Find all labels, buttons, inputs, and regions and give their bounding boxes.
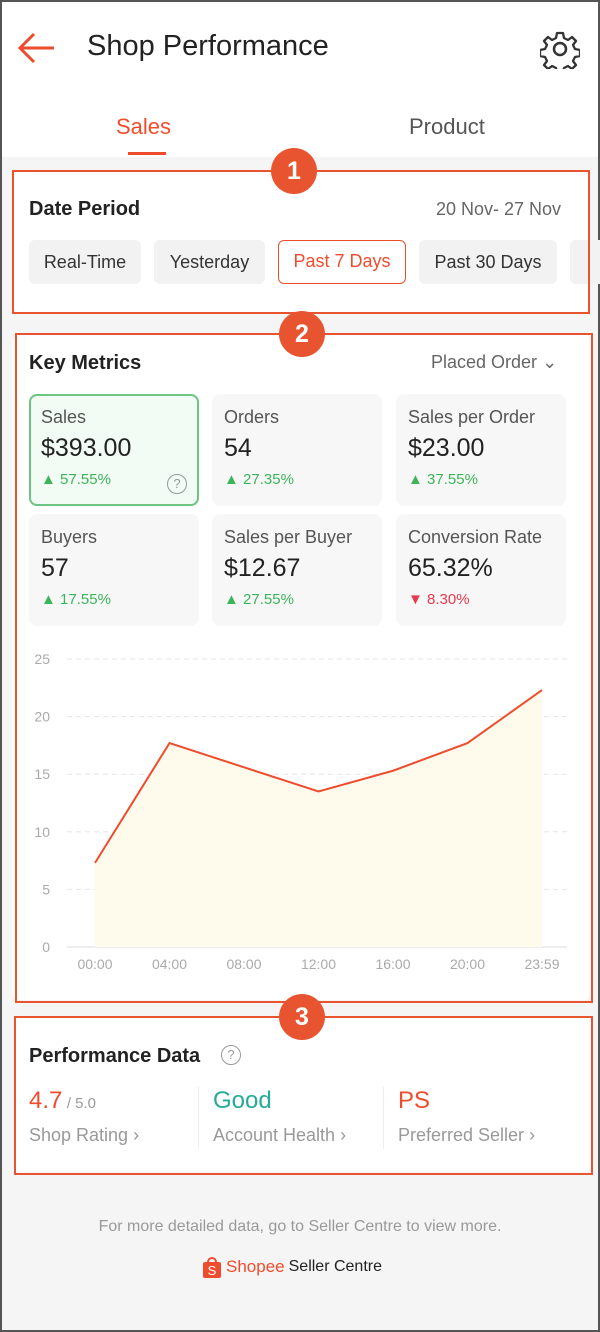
metric-label: Buyers [41, 527, 98, 547]
performance-card [14, 1016, 592, 1172]
triangle-up-icon: ▲ [224, 591, 239, 608]
chip-yesterday[interactable]: Yesterday [154, 240, 265, 284]
metric-change-value: 8.30% [427, 591, 470, 608]
x-tick-label: 00:00 [77, 956, 112, 972]
metric-card[interactable]: Sales per Buyer $12.67 ▲ 27.55% [212, 514, 382, 626]
metric-change-value: 27.55% [243, 591, 294, 608]
triangle-down-icon: ▼ [408, 591, 423, 608]
x-tick-label: 08:00 [226, 956, 261, 972]
x-tick-label: 23:59 [524, 956, 559, 972]
metric-change: ▲ 37.55% [408, 471, 554, 488]
metric-value: 65.32% [408, 554, 493, 582]
x-tick-label: 16:00 [375, 956, 410, 972]
metric-change: ▲ 57.55% [41, 471, 187, 488]
performance-label: Shop Rating [29, 1125, 129, 1145]
svg-text:S: S [208, 1263, 217, 1278]
performance-item[interactable]: 4.7 / 5.0 Shop Rating › [29, 1087, 139, 1146]
dropdown-label: Placed Order [431, 352, 538, 372]
y-tick-label: 15 [34, 766, 50, 782]
metric-label: Orders [224, 407, 280, 427]
footer-text: For more detailed data, go to Seller Cen… [98, 1218, 502, 1235]
metric-value: 54 [224, 434, 252, 462]
metric-card[interactable]: Conversion Rate 65.32% ▼ 8.30% [396, 514, 566, 626]
annotation-badge-1: 1 [271, 148, 317, 194]
help-icon[interactable]: ? [221, 1045, 241, 1065]
metric-label: Sales [41, 407, 87, 427]
annotation-badge-3: 3 [279, 994, 325, 1040]
shopee-seller-centre-logo[interactable]: S Shopee Seller Centre [202, 1255, 382, 1279]
brand-name: Shopee [226, 1257, 285, 1276]
brand-suffix: Seller Centre [288, 1258, 382, 1275]
page-title: Shop Performance [87, 30, 329, 62]
metric-change: ▲ 27.35% [224, 471, 370, 488]
metric-change: ▼ 8.30% [408, 591, 554, 608]
performance-item[interactable]: PS Preferred Seller › [398, 1087, 535, 1146]
chevron-right-icon: › [133, 1125, 140, 1145]
key-metrics-title: Key Metrics [29, 352, 142, 374]
y-tick-label: 25 [34, 651, 50, 667]
triangle-up-icon: ▲ [408, 471, 423, 488]
app-header: Shop Performance Sales Product [2, 2, 598, 157]
chevron-down-icon: ⌄ [542, 352, 558, 372]
performance-value: Good [213, 1087, 272, 1114]
metric-change-value: 17.55% [60, 591, 111, 608]
chip-past-7-days[interactable]: Past 7 Days [278, 240, 406, 284]
metric-value: $393.00 [41, 434, 132, 462]
metric-value: 57 [41, 554, 69, 582]
metric-change-value: 57.55% [60, 471, 111, 488]
metric-value: $23.00 [408, 434, 485, 462]
y-tick-label: 0 [42, 939, 50, 955]
metric-label: Conversion Rate [408, 527, 543, 547]
x-tick-label: 12:00 [301, 956, 336, 972]
area-fill [95, 690, 542, 947]
chip-more[interactable] [570, 240, 600, 284]
y-tick-label: 5 [42, 881, 50, 897]
gear-icon[interactable] [540, 29, 580, 69]
date-range: 20 Nov- 27 Nov [436, 199, 562, 219]
metric-change: ▲ 27.55% [224, 591, 370, 608]
x-tick-label: 20:00 [450, 956, 485, 972]
metric-card[interactable]: Sales $393.00 ▲ 57.55%? [29, 394, 199, 506]
annotation-box-2 [15, 333, 593, 1003]
shopee-bag-icon: S [203, 1257, 221, 1278]
metric-card[interactable]: Buyers 57 ▲ 17.55% [29, 514, 199, 626]
metric-value: $12.67 [224, 554, 301, 582]
performance-label: Preferred Seller [398, 1125, 525, 1145]
performance-item[interactable]: Good Account Health › [213, 1087, 346, 1146]
metric-change: ▲ 17.55% [41, 591, 187, 608]
annotation-badge-2: 2 [279, 311, 325, 357]
chip-past-30-days[interactable]: Past 30 Days [419, 240, 557, 284]
sales-chart: 0 5 10 15 20 25 00:00 04:00 08:00 12:00 16:00 20:00… [34, 651, 567, 972]
metric-change-value: 27.35% [243, 471, 294, 488]
performance-title: Performance Data [29, 1045, 201, 1067]
metric-label: Sales per Order [408, 407, 536, 427]
tab-sales[interactable]: Sales [116, 114, 172, 139]
help-icon[interactable]: ? [167, 474, 187, 494]
triangle-up-icon: ▲ [41, 591, 56, 608]
metric-change-value: 37.55% [427, 471, 478, 488]
chip-real-time[interactable]: Real-Time [29, 240, 141, 284]
date-period-title: Date Period [29, 198, 141, 220]
performance-value: PS [398, 1087, 431, 1114]
arrow-left-icon[interactable] [16, 30, 56, 66]
performance-label: Account Health [213, 1125, 336, 1145]
y-tick-label: 20 [34, 709, 50, 725]
active-tab-indicator [128, 152, 166, 155]
divider [198, 1087, 199, 1149]
tab-product[interactable]: Product [409, 114, 485, 139]
y-tick-label: 10 [34, 824, 50, 840]
placed-order-dropdown[interactable]: Placed Order ⌄ [431, 352, 557, 373]
rating-max: / 5.0 [66, 1095, 97, 1112]
chevron-right-icon: › [340, 1125, 347, 1145]
metric-card[interactable]: Sales per Order $23.00 ▲ 37.55% [396, 394, 566, 506]
x-tick-label: 04:00 [152, 956, 187, 972]
divider [383, 1087, 384, 1149]
metric-card[interactable]: Orders 54 ▲ 27.35% [212, 394, 382, 506]
triangle-up-icon: ▲ [224, 471, 239, 488]
metric-label: Sales per Buyer [224, 527, 353, 547]
triangle-up-icon: ▲ [41, 471, 56, 488]
chevron-right-icon: › [529, 1125, 536, 1145]
performance-value: 4.7 [29, 1087, 63, 1114]
